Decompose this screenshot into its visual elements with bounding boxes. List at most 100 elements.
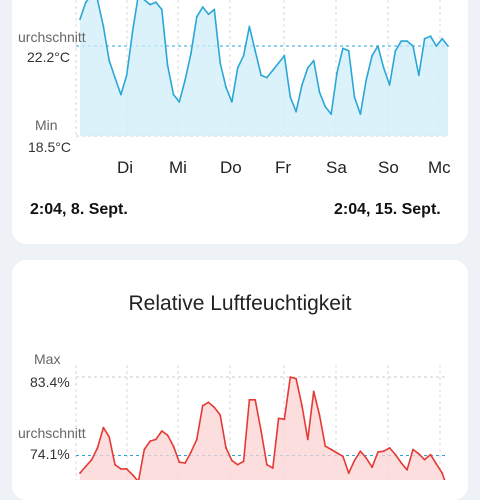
temp-point [412, 45, 414, 47]
hum-point [435, 463, 438, 465]
day-label-mon: Mc [428, 158, 450, 177]
temp-point [435, 45, 438, 47]
hum-point [149, 440, 152, 442]
hum-point [388, 447, 391, 449]
hum-average-value: 74.1% [30, 446, 70, 462]
temp-min-value: 18.5°C [28, 139, 71, 155]
temp-point [289, 96, 292, 98]
hum-point [377, 451, 379, 453]
temp-point [447, 45, 449, 47]
hum-point [312, 390, 315, 393]
hum-line [79, 376, 446, 480]
hum-point [394, 453, 397, 456]
temp-point [330, 113, 333, 115]
temp-point [417, 74, 420, 77]
temp-point [306, 67, 309, 69]
temp-point [236, 67, 239, 69]
hum-point [225, 447, 227, 449]
hum-point [242, 460, 245, 463]
temp-point [342, 47, 344, 50]
day-label-thu: Do [220, 158, 242, 177]
hum-point [306, 438, 309, 441]
hum-point [236, 463, 239, 466]
day-label-fri: Fr [275, 158, 292, 177]
hum-point [131, 473, 134, 476]
temp-point [266, 76, 268, 79]
humidity-chart [75, 365, 448, 480]
hum-point [382, 450, 385, 453]
hum-point [120, 468, 122, 470]
temp-point [155, 1, 157, 4]
hum-max-value: 83.4% [30, 374, 70, 390]
temp-point [143, 0, 146, 1]
temp-point [84, 1, 87, 4]
temp-point [131, 30, 134, 33]
hum-point [160, 430, 163, 432]
temp-point [353, 96, 356, 98]
hum-point [184, 462, 187, 464]
hum-point [417, 452, 420, 455]
temp-point [394, 49, 397, 52]
hum-point [336, 452, 338, 454]
hum-point [271, 467, 274, 469]
hum-point [429, 453, 432, 456]
temp-point [400, 40, 403, 42]
temp-point [114, 76, 116, 79]
hum-point [318, 414, 321, 416]
temp-point [190, 52, 192, 55]
hum-point [125, 468, 128, 470]
temp-point [225, 86, 227, 89]
temp-point [423, 37, 426, 40]
hum-point [330, 448, 333, 451]
hum-point [96, 447, 99, 449]
hum-point [195, 438, 198, 441]
temp-point [242, 54, 245, 57]
temp-point [371, 54, 373, 57]
hum-point [295, 377, 297, 380]
temp-point [213, 8, 216, 11]
hum-point [143, 448, 146, 451]
temp-point [377, 45, 379, 47]
humidity-chart-title: Relative Luftfeuchtigkeit [128, 292, 352, 315]
temp-point [318, 91, 321, 94]
temp-point [441, 37, 444, 40]
temp-point [429, 35, 432, 38]
temp-point [219, 62, 222, 64]
temp-point [254, 49, 257, 52]
temp-point [102, 25, 105, 28]
temp-point [248, 25, 251, 28]
hum-point [347, 472, 350, 474]
temp-point [125, 74, 128, 77]
hum-average-label: urchschnitt [18, 425, 86, 441]
hum-point [423, 458, 426, 461]
temp-point [382, 67, 385, 69]
temp-point [96, 0, 99, 1]
hum-point [207, 401, 210, 404]
hum-point [166, 434, 169, 437]
hum-point [406, 468, 408, 471]
temp-point [108, 59, 111, 62]
temp-point [149, 3, 152, 6]
hum-point [172, 445, 175, 448]
day-label-sat: Sa [326, 158, 347, 177]
hum-point [283, 418, 286, 421]
hum-point [289, 376, 292, 378]
hum-point [248, 398, 251, 401]
day-label-wed: Mi [169, 158, 187, 177]
temp-point [312, 59, 315, 62]
hum-point [254, 398, 257, 401]
hum-point [231, 459, 233, 462]
hum-point [359, 450, 362, 453]
temp-point [178, 101, 181, 103]
temp-point [160, 8, 163, 11]
hum-point [84, 465, 87, 468]
temp-point [336, 71, 338, 74]
temp-line [79, 0, 449, 115]
hum-point [277, 417, 280, 420]
hum-point [90, 458, 93, 461]
range-end-label: 2:04, 15. Sept. [334, 201, 441, 218]
temp-point [324, 105, 327, 108]
hum-point [102, 426, 105, 429]
temp-point [184, 79, 187, 81]
temp-point [231, 101, 233, 103]
